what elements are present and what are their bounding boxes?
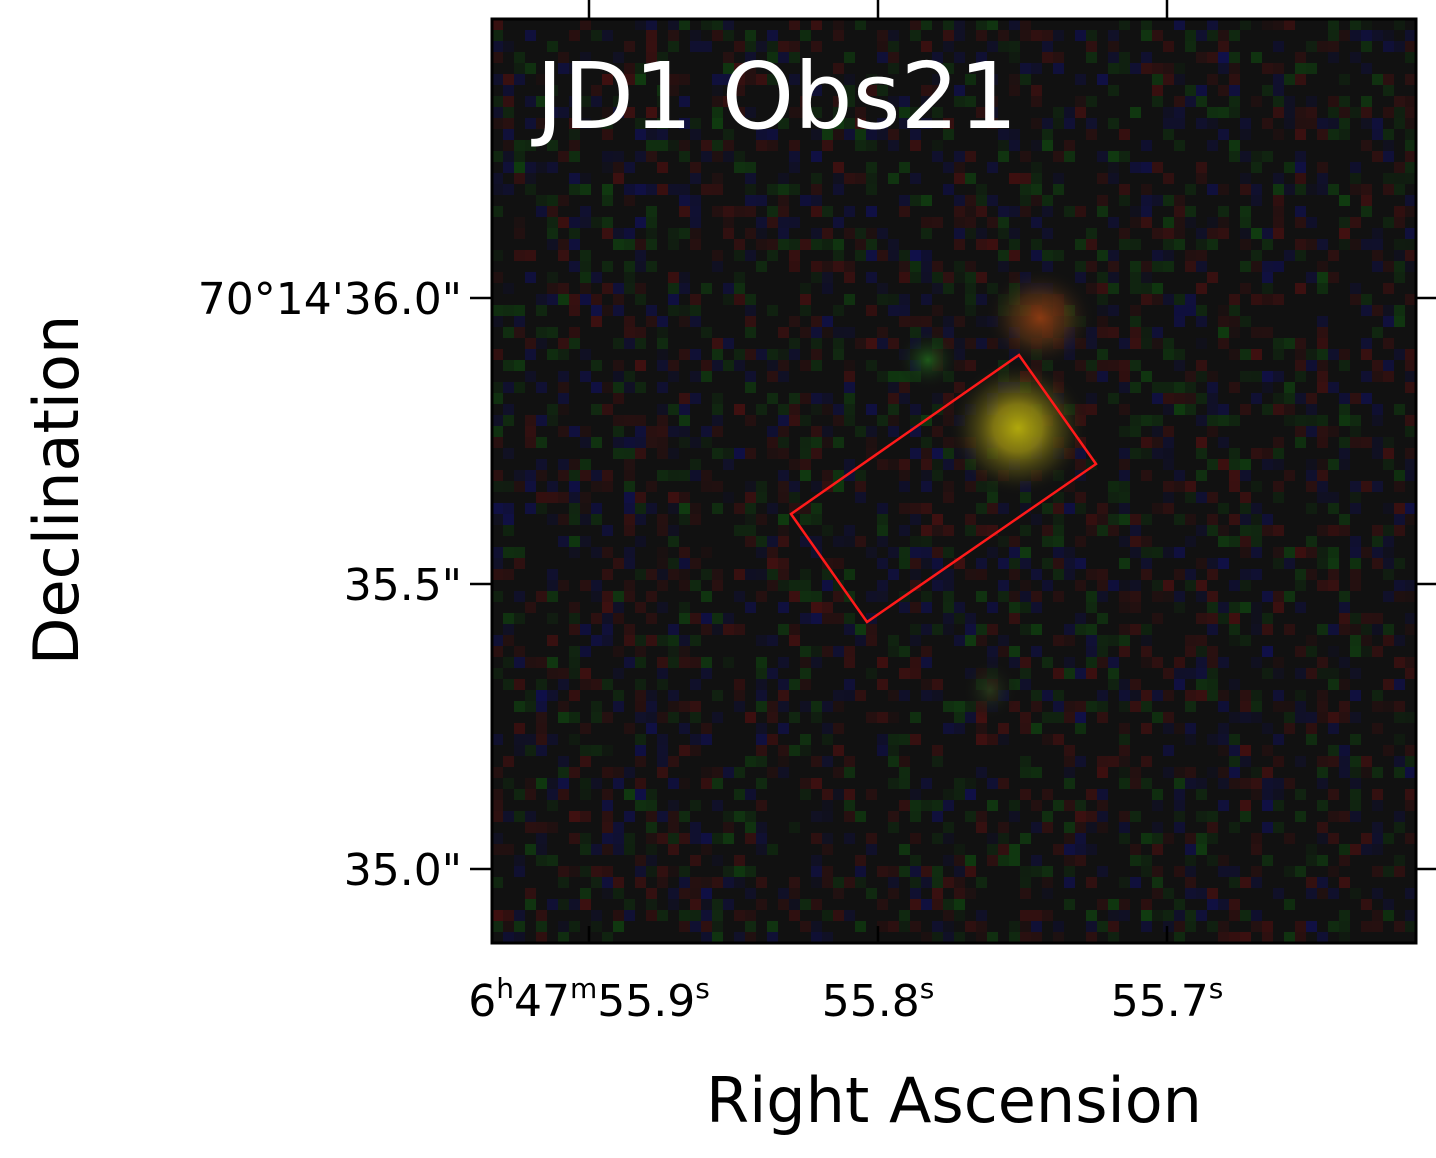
x-tick-label: 55.8s [822, 972, 935, 1027]
x-tick-label: 55.7s [1111, 972, 1224, 1027]
y-ticks-left [470, 296, 492, 871]
slit-aperture [789, 353, 1098, 624]
image-frame [490, 17, 1418, 945]
image-noise [492, 19, 1416, 943]
y-tick-label: 70°14'36.0" [198, 274, 462, 325]
y-tick-label: 35.5" [344, 560, 462, 611]
y-tick-label: 35.0" [344, 845, 462, 896]
main-source [948, 360, 1088, 496]
y-axis-title: Declination [20, 315, 93, 665]
green-blob [896, 330, 960, 390]
panel-label: JD1 Obs21 [531, 43, 1018, 150]
x-axis-title: Right Ascension [706, 1064, 1202, 1137]
x-ticks-top [587, 0, 1169, 19]
faint-source [962, 660, 1018, 720]
x-tick-label: 6h47m55.9s [468, 972, 710, 1027]
companion-source [985, 268, 1095, 368]
x-ticks-bottom [587, 926, 1169, 943]
sky-image [492, 19, 1416, 943]
y-ticks-right [1416, 296, 1436, 871]
